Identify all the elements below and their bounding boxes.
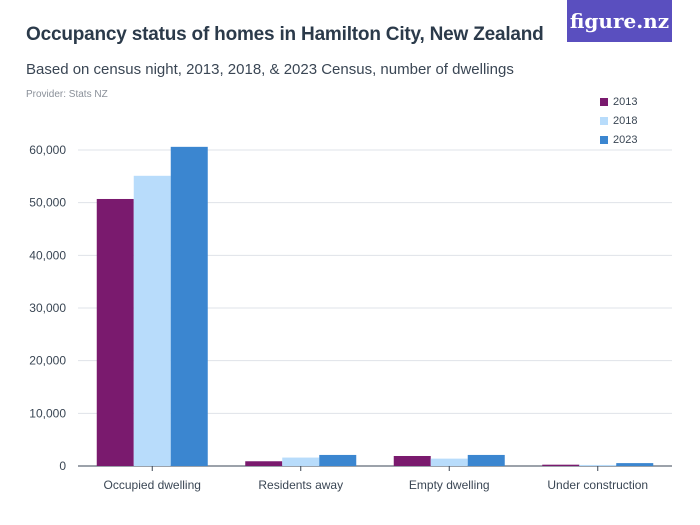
bar-2018 (133, 175, 171, 466)
bar-2013 (393, 455, 431, 466)
bar-2018 (430, 458, 468, 466)
chart-title: Occupancy status of homes in Hamilton Ci… (26, 24, 544, 45)
chart-legend: 2013 2018 2023 (600, 92, 637, 149)
bar-2023 (170, 146, 208, 466)
y-tick-label: 10,000 (29, 406, 66, 420)
y-tick-label: 50,000 (29, 196, 66, 210)
bar-2023 (319, 454, 357, 466)
bar-2013 (245, 461, 283, 466)
bar-2013 (96, 198, 134, 467)
x-tick-label: Occupied dwelling (104, 478, 201, 492)
x-tick-label: Empty dwelling (409, 478, 490, 492)
y-tick-label: 30,000 (29, 301, 66, 315)
legend-swatch-2018 (600, 116, 608, 125)
figure-nz-logo[interactable]: figure.nz (567, 0, 672, 42)
chart-subtitle: Based on census night, 2013, 2018, & 202… (26, 61, 514, 78)
legend-item-2018: 2018 (600, 111, 637, 130)
bar-2023 (616, 463, 654, 466)
legend-swatch-2013 (600, 97, 608, 106)
x-tick-label: Residents away (258, 478, 343, 492)
x-tick-label: Under construction (547, 478, 648, 492)
y-tick-label: 20,000 (29, 354, 66, 368)
bar-2018 (282, 457, 320, 466)
bar-2023 (467, 454, 505, 466)
y-tick-label: 60,000 (29, 143, 66, 157)
legend-item-2023: 2023 (600, 130, 637, 149)
legend-label-2013: 2013 (613, 95, 638, 108)
legend-item-2013: 2013 (600, 92, 637, 111)
legend-label-2018: 2018 (613, 114, 638, 127)
legend-label-2023: 2023 (613, 133, 638, 146)
bar-2018 (579, 464, 617, 466)
y-tick-label: 0 (59, 459, 66, 473)
provider-label: Provider: Stats NZ (26, 89, 108, 100)
y-tick-label: 40,000 (29, 248, 66, 262)
bar-2013 (542, 464, 580, 466)
legend-swatch-2023 (600, 135, 608, 144)
